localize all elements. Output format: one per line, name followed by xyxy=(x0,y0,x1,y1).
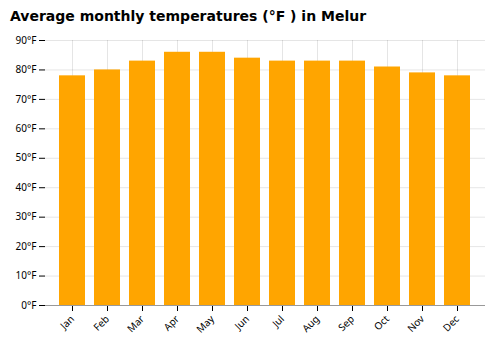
html-text:Average monthly temperatures (: Average monthly temperatures (°F ) in Me… xyxy=(10,8,367,24)
svg-text:Apr: Apr xyxy=(160,312,182,334)
svg-text:Jul: Jul xyxy=(268,312,287,331)
svg-text:Jan: Jan xyxy=(56,312,77,333)
svg-text:70°F: 70°F xyxy=(16,92,37,106)
svg-text:Dec: Dec xyxy=(439,312,462,335)
svg-text:Nov: Nov xyxy=(404,311,428,335)
svg-text:50°F: 50°F xyxy=(16,150,37,164)
svg-text:80°F: 80°F xyxy=(16,62,37,76)
svg-text:60°F: 60°F xyxy=(16,121,37,135)
svg-text:30°F: 30°F xyxy=(16,209,37,223)
svg-text:90°F: 90°F xyxy=(16,33,37,47)
svg-text:40°F: 40°F xyxy=(16,180,37,194)
svg-text:Mar: Mar xyxy=(124,312,147,335)
svg-text:20°F: 20°F xyxy=(16,239,37,253)
svg-text:Sep: Sep xyxy=(335,312,357,334)
svg-text:Oct: Oct xyxy=(371,312,393,334)
svg-text:Jun: Jun xyxy=(231,312,252,333)
svg-text:Feb: Feb xyxy=(90,312,112,334)
svg-text:Aug: Aug xyxy=(299,312,322,335)
svg-text:10°F: 10°F xyxy=(16,268,37,282)
svg-text:0°F: 0°F xyxy=(21,298,36,312)
svg-text:May: May xyxy=(193,311,218,336)
